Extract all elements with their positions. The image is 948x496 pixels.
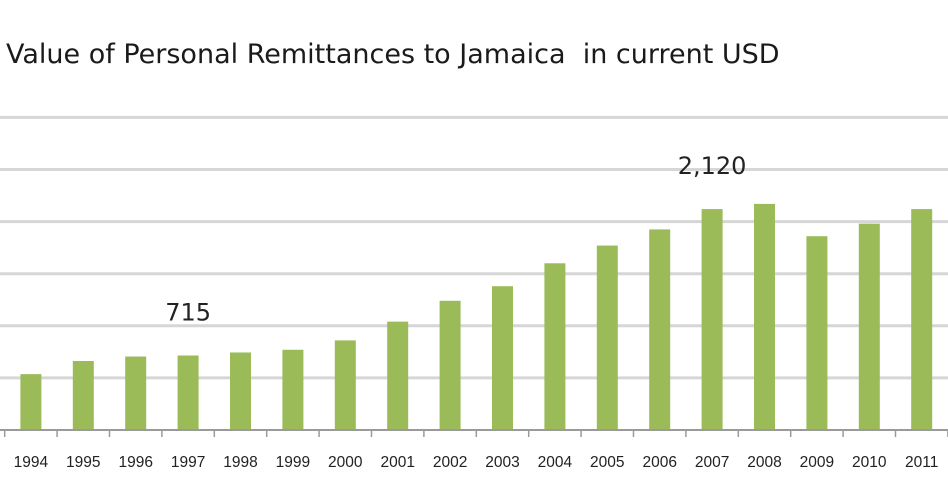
x-tick-label-2011: 2011 (905, 454, 938, 471)
bars (20, 203, 933, 430)
bar-1995 (72, 361, 94, 430)
bar-2006 (649, 229, 671, 430)
x-tick-label-1994: 1994 (14, 454, 49, 471)
gridlines (0, 115, 948, 431)
bar-2005 (596, 245, 618, 430)
bar-2010 (858, 223, 880, 430)
bar-2004 (544, 263, 566, 430)
x-tick-label-2007: 2007 (695, 454, 729, 471)
bar-1998 (230, 352, 251, 430)
x-tick-label-1996: 1996 (118, 454, 152, 471)
x-tick-label-1999: 1999 (276, 454, 310, 471)
bar-2001 (387, 321, 409, 430)
x-tick-label-2002: 2002 (433, 454, 467, 471)
x-tick-label-1998: 1998 (223, 454, 257, 471)
x-tick-label-2008: 2008 (747, 454, 781, 471)
bar-2009 (806, 236, 828, 430)
x-axis-ticks: 1993199419951996199719981999200020012002… (3, 430, 948, 471)
bar-2007 (701, 209, 723, 430)
x-tick-label-2009: 2009 (800, 454, 834, 471)
data-label-1997: 715 (165, 298, 211, 326)
bar-1999 (282, 349, 304, 430)
x-tick-label-2006: 2006 (642, 454, 676, 471)
bar-2000 (334, 340, 356, 430)
bar-2002 (439, 300, 461, 430)
data-labels: 715 2,120 (165, 152, 746, 326)
x-tick-label-2003: 2003 (485, 454, 519, 471)
x-tick-label-2001: 2001 (380, 454, 414, 471)
data-label-2007: 2,120 (678, 152, 747, 180)
bar-1996 (125, 356, 147, 430)
x-tick-label-2010: 2010 (852, 454, 887, 471)
x-tick-label-2000: 2000 (328, 454, 363, 471)
chart-title: Value of Personal Remittances to Jamaica… (6, 39, 780, 70)
bar-2011 (911, 209, 933, 430)
bar-1994 (20, 374, 42, 430)
bar-2008 (754, 203, 775, 430)
x-tick-label-2005: 2005 (590, 454, 624, 471)
bar-2003 (492, 286, 513, 430)
x-tick-label-2004: 2004 (538, 454, 573, 471)
bar-1997 (177, 355, 199, 430)
x-tick-label-1995: 1995 (66, 454, 100, 471)
x-tick-label-1997: 1997 (171, 454, 205, 471)
